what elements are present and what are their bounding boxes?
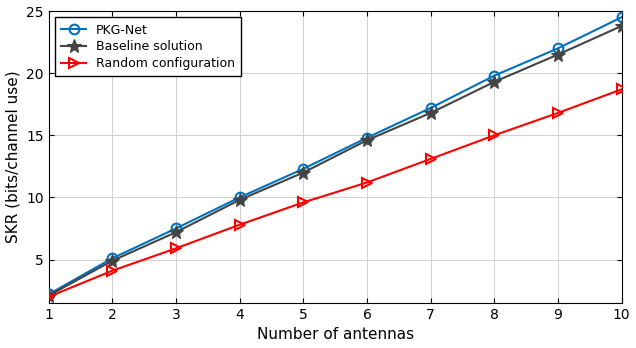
Random configuration <box>45 295 52 299</box>
Random configuration <box>554 111 562 115</box>
PKG-Net <box>109 256 116 260</box>
Legend: PKG-Net, Baseline solution, Random configuration: PKG-Net, Baseline solution, Random confi… <box>55 17 241 76</box>
PKG-Net <box>236 195 244 199</box>
Line: Random configuration: Random configuration <box>44 85 626 302</box>
Baseline solution <box>45 293 52 298</box>
Baseline solution <box>427 111 434 115</box>
PKG-Net <box>490 73 498 78</box>
PKG-Net <box>363 136 371 140</box>
X-axis label: Number of antennas: Number of antennas <box>256 327 413 342</box>
Baseline solution <box>172 230 180 234</box>
Y-axis label: SKR (bits/channel use): SKR (bits/channel use) <box>6 71 20 243</box>
Baseline solution <box>554 53 562 57</box>
Random configuration <box>236 223 244 227</box>
Line: Baseline solution: Baseline solution <box>41 19 628 302</box>
Line: PKG-Net: PKG-Net <box>44 13 626 299</box>
Random configuration <box>490 133 498 137</box>
PKG-Net <box>427 106 434 110</box>
Baseline solution <box>490 80 498 84</box>
Random configuration <box>172 246 180 251</box>
Baseline solution <box>363 138 371 142</box>
Baseline solution <box>236 198 244 202</box>
PKG-Net <box>300 167 307 171</box>
Baseline solution <box>109 259 116 263</box>
Random configuration <box>300 200 307 205</box>
PKG-Net <box>554 46 562 50</box>
Random configuration <box>618 87 625 92</box>
PKG-Net <box>618 15 625 19</box>
Random configuration <box>109 269 116 273</box>
PKG-Net <box>45 292 52 296</box>
Baseline solution <box>300 171 307 175</box>
PKG-Net <box>172 227 180 231</box>
Random configuration <box>363 180 371 184</box>
Baseline solution <box>618 24 625 28</box>
Random configuration <box>427 157 434 161</box>
